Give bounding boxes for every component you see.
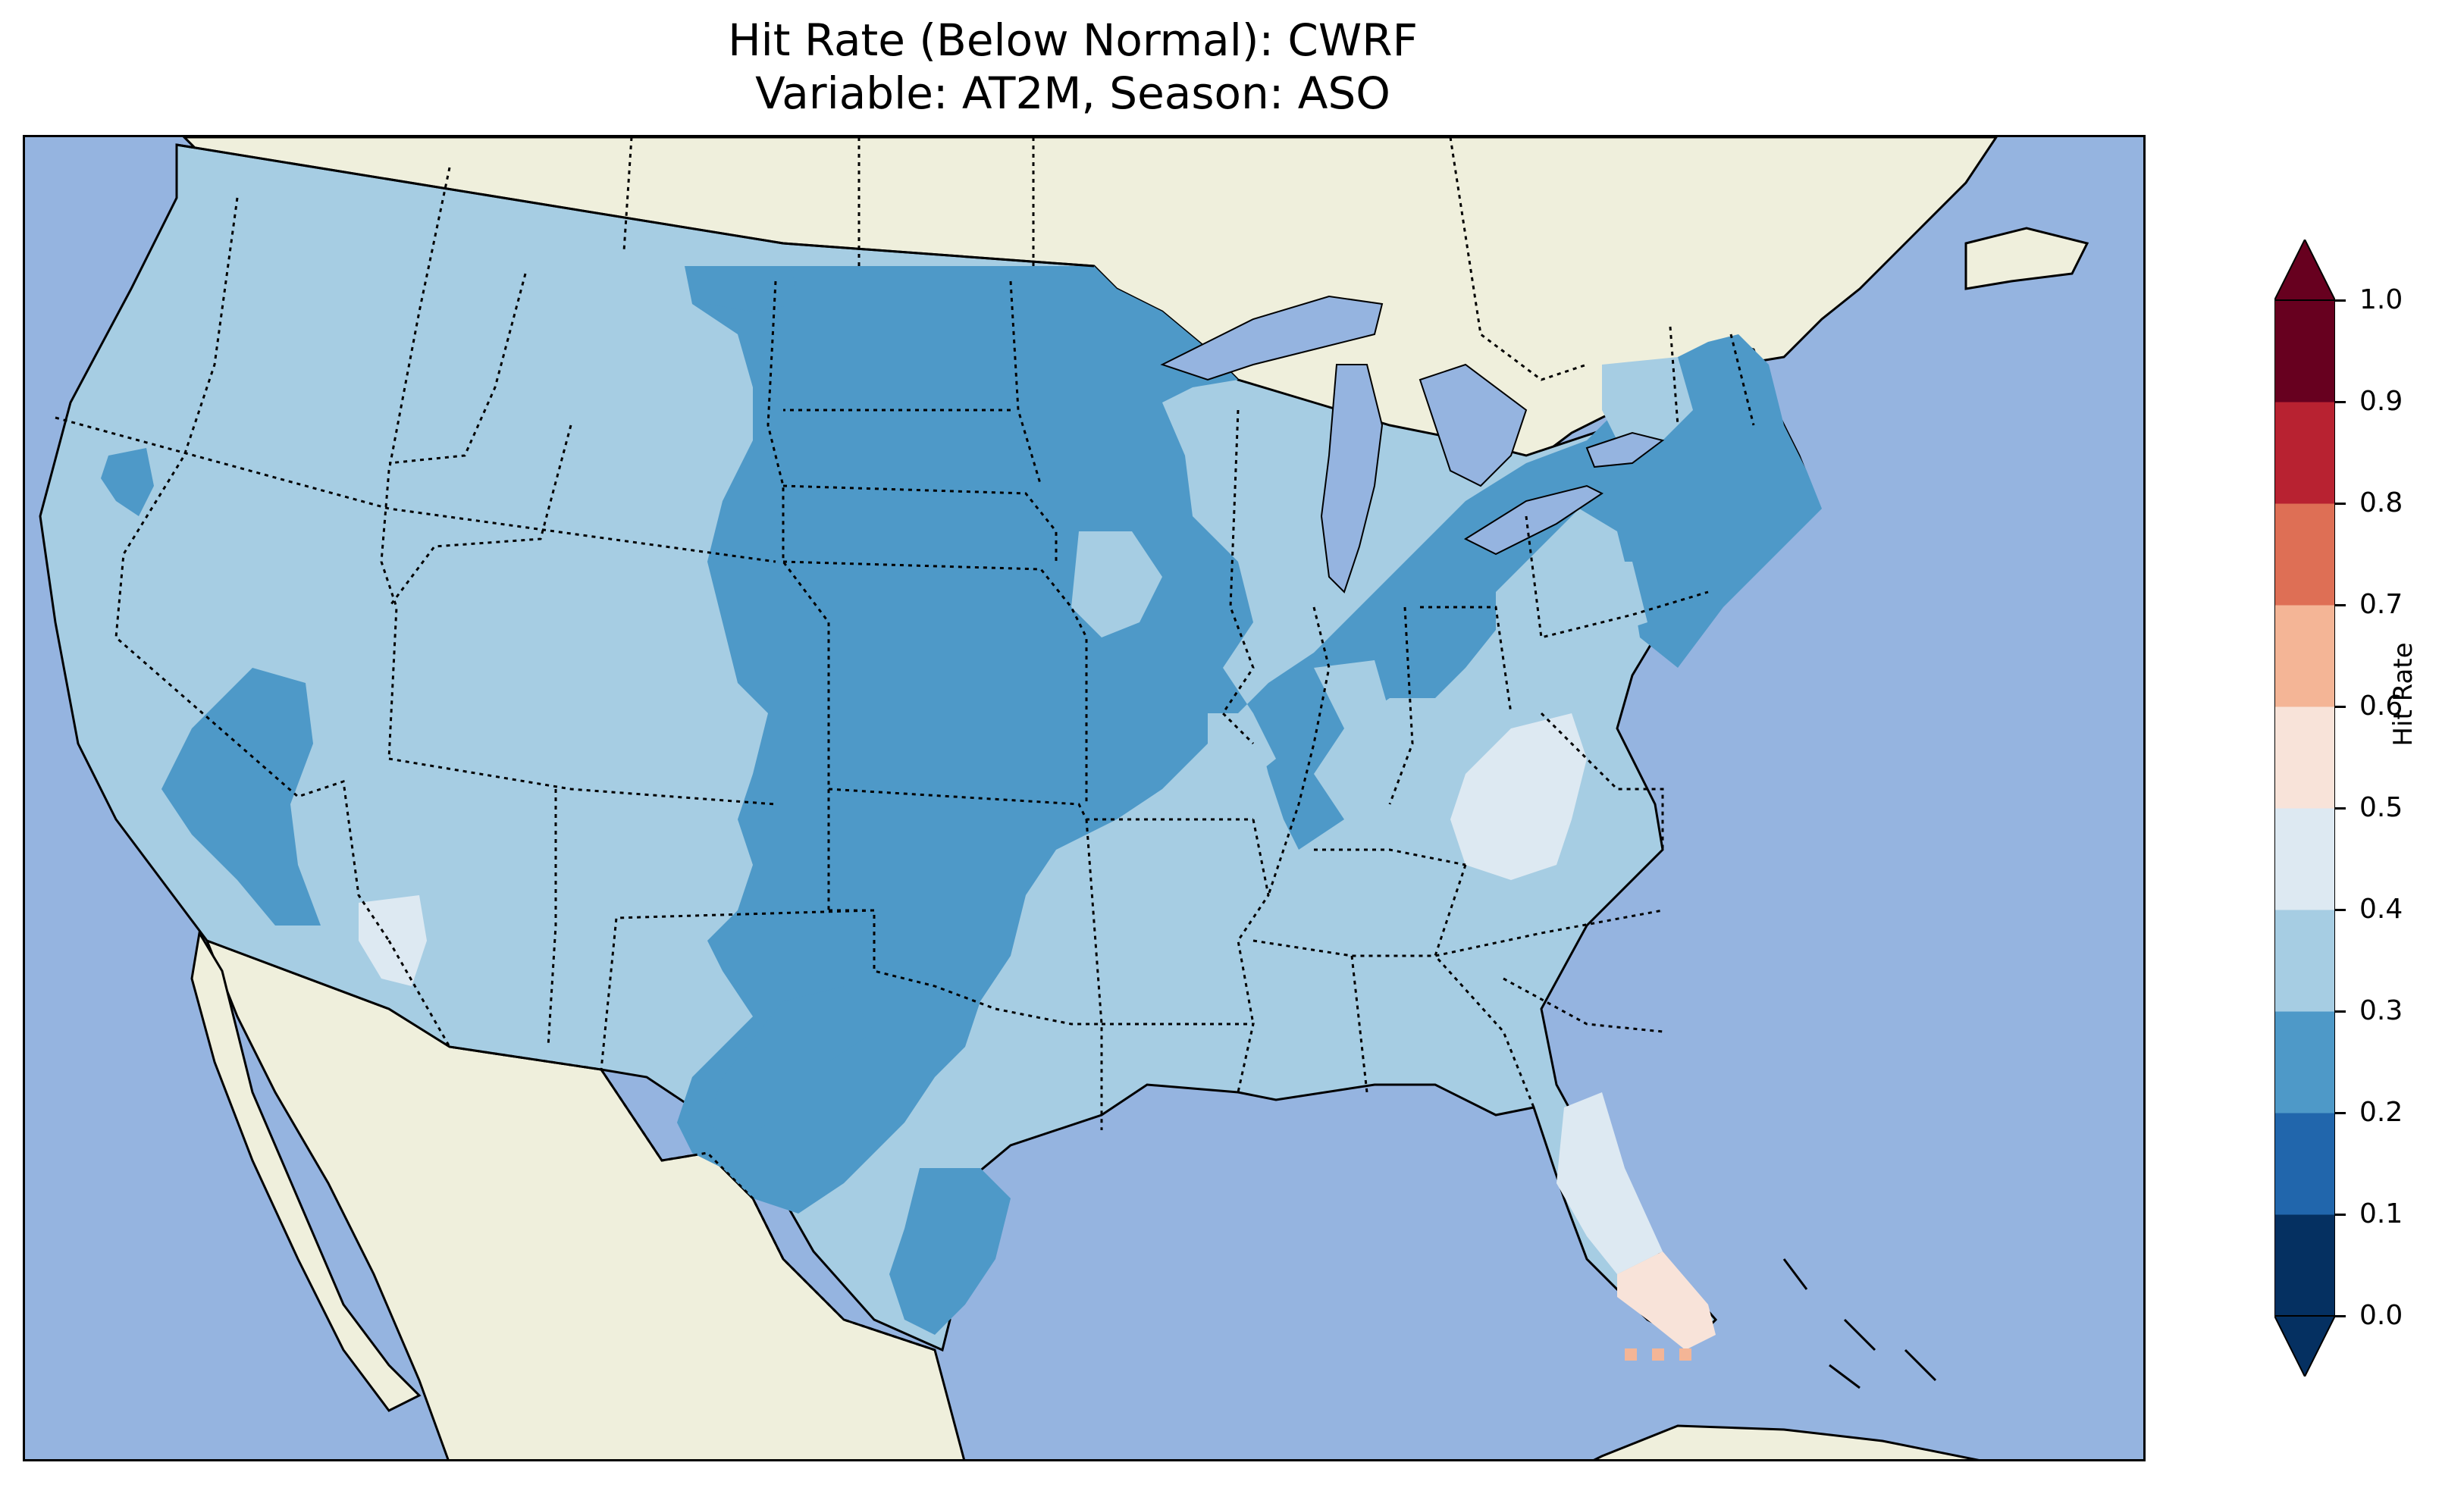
colorbar-tick-mark xyxy=(2335,807,2346,810)
colorbar-tick-mark xyxy=(2335,604,2346,606)
colorbar-tick-label: 0.6 xyxy=(2359,691,2403,722)
map-panel xyxy=(23,135,2146,1461)
map-title: Hit Rate (Below Normal): CWRF xyxy=(728,14,1418,66)
colorbar-tick-label: 0.7 xyxy=(2359,589,2403,620)
lake-superior xyxy=(1160,295,1384,381)
cuba-land xyxy=(1593,1424,1980,1459)
colorbar-bin xyxy=(2274,605,2335,707)
colorbar xyxy=(2274,240,2335,1377)
lake-michigan xyxy=(1320,364,1384,594)
colorbar-tick-label: 1.0 xyxy=(2359,284,2403,315)
hit-rate-pocket-pennsylvania xyxy=(1541,562,1647,637)
colorbar-outline xyxy=(2274,299,2335,1317)
hit-rate-region-texas-east xyxy=(707,986,874,1145)
hit-rate-region-nevada xyxy=(161,668,321,926)
colorbar-bin xyxy=(2274,706,2335,809)
colorbar-tick-mark xyxy=(2335,706,2346,708)
nova-scotia-land xyxy=(1964,227,2089,290)
hit-rate-keys-1 xyxy=(1625,1348,1637,1361)
colorbar-tick-mark xyxy=(2335,1214,2346,1216)
colorbar-bin xyxy=(2274,1214,2335,1317)
hit-rate-pocket-iowa xyxy=(1071,531,1162,637)
hit-rate-region-northern-california xyxy=(101,448,154,516)
colorbar-tick-mark xyxy=(2335,1315,2346,1317)
baja-peninsula xyxy=(190,929,422,1412)
hit-rate-pocket-ohio-valley xyxy=(1314,660,1390,728)
hit-rate-region-south-texas xyxy=(889,1168,1011,1335)
colorbar-tick-label: 0.2 xyxy=(2359,1097,2403,1128)
hit-rate-region-north-florida xyxy=(1556,1092,1663,1274)
lake-erie xyxy=(1463,484,1603,556)
colorbar-tick-mark xyxy=(2335,909,2346,911)
colorbar-tick-label: 0.5 xyxy=(2359,792,2403,823)
colorbar-tick-mark xyxy=(2335,1010,2346,1013)
colorbar-tick-label: 0.0 xyxy=(2359,1300,2403,1331)
colorbar-tick-label: 0.4 xyxy=(2359,894,2403,925)
colorbar-bin xyxy=(2274,808,2335,910)
hit-rate-region-south-florida xyxy=(1617,1251,1716,1350)
colorbar-label: Hit Rate xyxy=(2388,642,2419,747)
bahamas-land xyxy=(1782,1258,1937,1389)
hit-rate-region-appalachians xyxy=(1450,713,1587,880)
state-borders xyxy=(55,167,1755,1130)
hit-rate-pocket-northern-new-york xyxy=(1602,357,1693,440)
colorbar-tick-label: 0.3 xyxy=(2359,995,2403,1026)
lake-huron xyxy=(1419,363,1528,487)
hit-rate-region-montana-north xyxy=(707,266,798,312)
lake-ontario xyxy=(1585,431,1665,468)
us-canada-border xyxy=(176,143,1095,268)
colorbar-extend-min xyxy=(2274,1315,2335,1377)
colorbar-bin xyxy=(2274,1113,2335,1215)
colorbar-extend-max xyxy=(2274,240,2335,301)
hit-rate-pocket-missouri xyxy=(1208,713,1276,789)
colorbar-tick-mark xyxy=(2335,401,2346,403)
colorbar-bin xyxy=(2274,503,2335,606)
hit-rate-region-southern-california xyxy=(359,895,427,986)
colorbar-tick-mark xyxy=(2335,503,2346,505)
colorbar-bin xyxy=(2274,402,2335,504)
colorbar-bin xyxy=(2274,910,2335,1012)
map-canvas xyxy=(39,137,2089,1459)
colorbar-tick-label: 0.9 xyxy=(2359,386,2403,417)
colorbar-bin xyxy=(2274,300,2335,402)
colorbar-tick-mark xyxy=(2335,299,2346,302)
colorbar-tick-mark xyxy=(2335,1112,2346,1114)
hit-rate-keys-3 xyxy=(1679,1348,1691,1361)
hit-rate-keys-2 xyxy=(1652,1348,1664,1361)
us-mexico-border xyxy=(387,940,936,1351)
colorbar-tick-label: 0.8 xyxy=(2359,487,2403,518)
colorbar-tick-label: 0.1 xyxy=(2359,1198,2403,1229)
map-subtitle: Variable: AT2M, Season: ASO xyxy=(755,67,1390,119)
colorbar-bin xyxy=(2274,1011,2335,1113)
